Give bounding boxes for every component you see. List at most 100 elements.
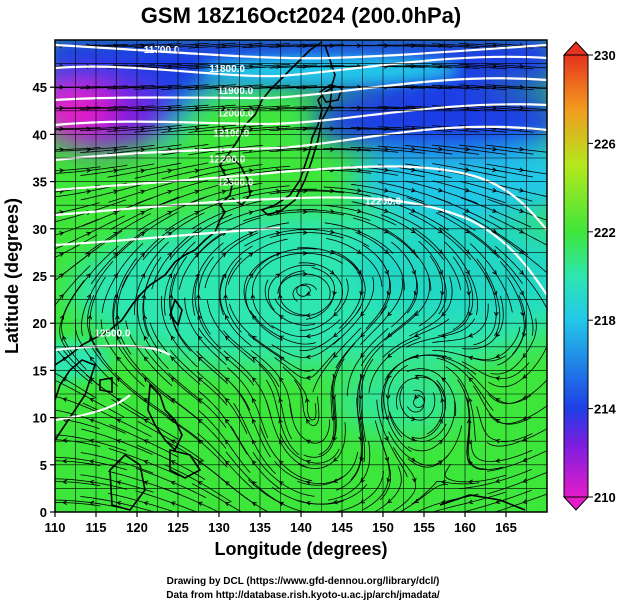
y-tick-label: 40	[33, 127, 47, 142]
streamline-arrow	[89, 500, 95, 506]
streamline-arrow	[305, 439, 311, 444]
streamline-arrow	[387, 498, 392, 504]
x-tick-label: 110	[45, 520, 66, 535]
streamline-arrow	[302, 43, 308, 49]
streamline-arrow	[62, 500, 68, 506]
streamline	[55, 106, 101, 109]
streamline-arrow	[411, 146, 417, 152]
streamline-arrow	[333, 353, 338, 358]
streamline-arrow	[357, 167, 362, 173]
streamline-arrow	[116, 335, 121, 341]
streamline-arrow	[252, 397, 257, 403]
streamline-arrow	[140, 126, 146, 132]
streamline-arrow	[224, 418, 230, 424]
streamline-arrow	[167, 168, 173, 174]
streamline-arrow	[332, 499, 338, 505]
contour-11800	[55, 55, 547, 78]
streamline-arrow	[86, 293, 91, 299]
streamline-arrow	[143, 439, 149, 444]
streamline-arrow	[519, 290, 524, 296]
streamline-arrow	[59, 294, 64, 299]
colorbar-ticks: 210 214 218 222 226 230	[588, 48, 616, 505]
streamline-arrow	[279, 377, 284, 382]
streamline-arrow	[59, 168, 65, 173]
height-contours	[55, 43, 547, 422]
streamline-arrow	[170, 501, 176, 506]
streamline-arrow	[332, 457, 338, 462]
streamline-arrow	[522, 499, 528, 504]
streamline-arrow	[279, 439, 284, 445]
streamline-arrow	[465, 270, 470, 276]
streamline-arrow	[168, 293, 174, 299]
streamline	[55, 372, 97, 399]
x-tick-label: 145	[331, 520, 353, 535]
streamline-arrow	[384, 43, 389, 48]
streamline-arrow	[359, 373, 365, 379]
streamline-arrow	[89, 459, 95, 464]
contour-11700	[55, 43, 547, 60]
streamline-arrow	[167, 210, 173, 216]
streamline-arrow	[278, 481, 284, 486]
streamline-arrow	[332, 478, 338, 483]
streamline-arrow	[410, 208, 416, 213]
streamline-arrow	[410, 228, 416, 234]
streamline-arrow	[384, 270, 389, 276]
streamline-arrow	[495, 478, 501, 484]
y-axis: 0 5 10 15 20 25 30 35 40 45	[33, 80, 55, 520]
streamline-arrow	[302, 230, 308, 235]
streamline	[494, 493, 547, 512]
streamline-arrow	[495, 398, 501, 403]
coastline-borneo	[109, 453, 146, 511]
streamline-arrow	[522, 478, 528, 483]
streamline	[55, 502, 101, 507]
footer-credit-data: Data from http://database.rish.kyoto-u.a…	[166, 590, 440, 601]
streamline-arrow	[252, 439, 257, 445]
streamline-arrow	[86, 273, 92, 279]
streamline-arrow	[113, 232, 119, 237]
streamline-arrow	[170, 480, 176, 486]
streamline-arrow	[329, 188, 335, 194]
streamline-arrow	[89, 438, 95, 444]
streamline-arrow	[221, 105, 227, 111]
coastline-hokkaido	[318, 84, 344, 103]
colorbar-top-arrow	[562, 41, 590, 56]
streamline-arrow	[519, 229, 525, 234]
streamline-arrow	[329, 209, 335, 214]
streamline-arrow	[414, 394, 419, 400]
streamline	[55, 395, 99, 413]
streamline-arrow	[383, 188, 389, 193]
contour-label: 12000.0	[217, 108, 254, 119]
streamline-arrow	[140, 105, 146, 111]
streamline-arrow	[170, 356, 176, 362]
streamline	[486, 428, 547, 447]
streamline-arrow	[468, 311, 473, 317]
streamline-arrow	[519, 146, 525, 152]
x-tick-label: 155	[413, 520, 435, 535]
streamline-arrow	[522, 374, 528, 379]
streamline-arrow	[140, 147, 146, 153]
streamline-arrow	[519, 270, 524, 275]
streamline-arrow	[386, 477, 392, 483]
streamline-arrow	[86, 168, 92, 173]
x-tick-label: 140	[290, 520, 312, 535]
streamline-arrow	[465, 208, 471, 213]
coastline-sakhalin	[324, 44, 336, 86]
streamline-arrow	[116, 439, 122, 444]
streamline-arrow	[62, 377, 68, 382]
streamline-arrow	[170, 460, 176, 465]
streamline-arrow	[89, 356, 95, 362]
grid-lines	[55, 40, 547, 512]
colorbar-tick-label: 214	[594, 402, 616, 417]
streamline-arrow	[167, 273, 172, 279]
streamline-arrow	[332, 311, 338, 317]
temperature-field: 11700.0 11800.0 11900.0 12000.0 12100.0 12200…	[55, 40, 547, 512]
streamline-arrow	[59, 126, 65, 132]
streamline-arrow	[494, 311, 499, 317]
streamline-arrow	[495, 438, 501, 444]
y-tick-label: 10	[33, 411, 47, 426]
streamline-arrow	[495, 332, 501, 338]
contour-label: 12500.0	[94, 328, 131, 339]
streamline-arrow	[143, 356, 149, 362]
streamline-arrow	[140, 168, 146, 174]
streamline-arrow	[356, 249, 362, 254]
